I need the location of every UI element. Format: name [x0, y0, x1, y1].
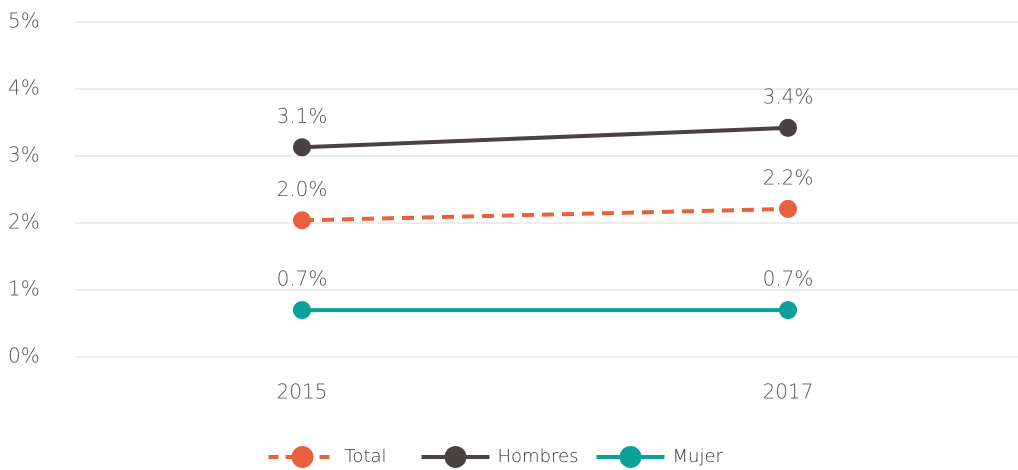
- point: [293, 211, 311, 230]
- data-label: 3.4%: [763, 84, 814, 108]
- data-label: 2.2%: [763, 165, 814, 189]
- legend-marker: [619, 446, 642, 468]
- y-tick-label: 4%: [8, 76, 40, 100]
- data-label: 3.1%: [277, 104, 328, 128]
- point: [779, 118, 797, 137]
- legend-label: Total: [345, 446, 387, 467]
- legend-label: Mujer: [673, 446, 724, 467]
- x-tick-label: 2015: [277, 380, 328, 404]
- y-tick-label: 1%: [8, 277, 40, 301]
- data-label: 0.7%: [277, 267, 328, 291]
- data-label: 2.0%: [277, 177, 328, 201]
- y-tick-label: 0%: [8, 344, 40, 368]
- data-label: 0.7%: [763, 267, 814, 291]
- legend-label: Hombres: [498, 446, 579, 467]
- y-tick-label: 5%: [8, 9, 40, 33]
- series-line: [301, 206, 789, 223]
- legend: Total Hombres Mujer: [268, 446, 724, 468]
- y-tick-label: 2%: [8, 210, 40, 234]
- point: [779, 301, 797, 320]
- point: [293, 301, 311, 320]
- y-tick-label: 3%: [8, 143, 40, 167]
- point: [293, 138, 311, 157]
- legend-marker: [444, 446, 467, 468]
- point: [779, 199, 797, 218]
- x-tick-label: 2017: [763, 380, 814, 404]
- series-line: [301, 125, 789, 150]
- legend-marker: [291, 446, 314, 468]
